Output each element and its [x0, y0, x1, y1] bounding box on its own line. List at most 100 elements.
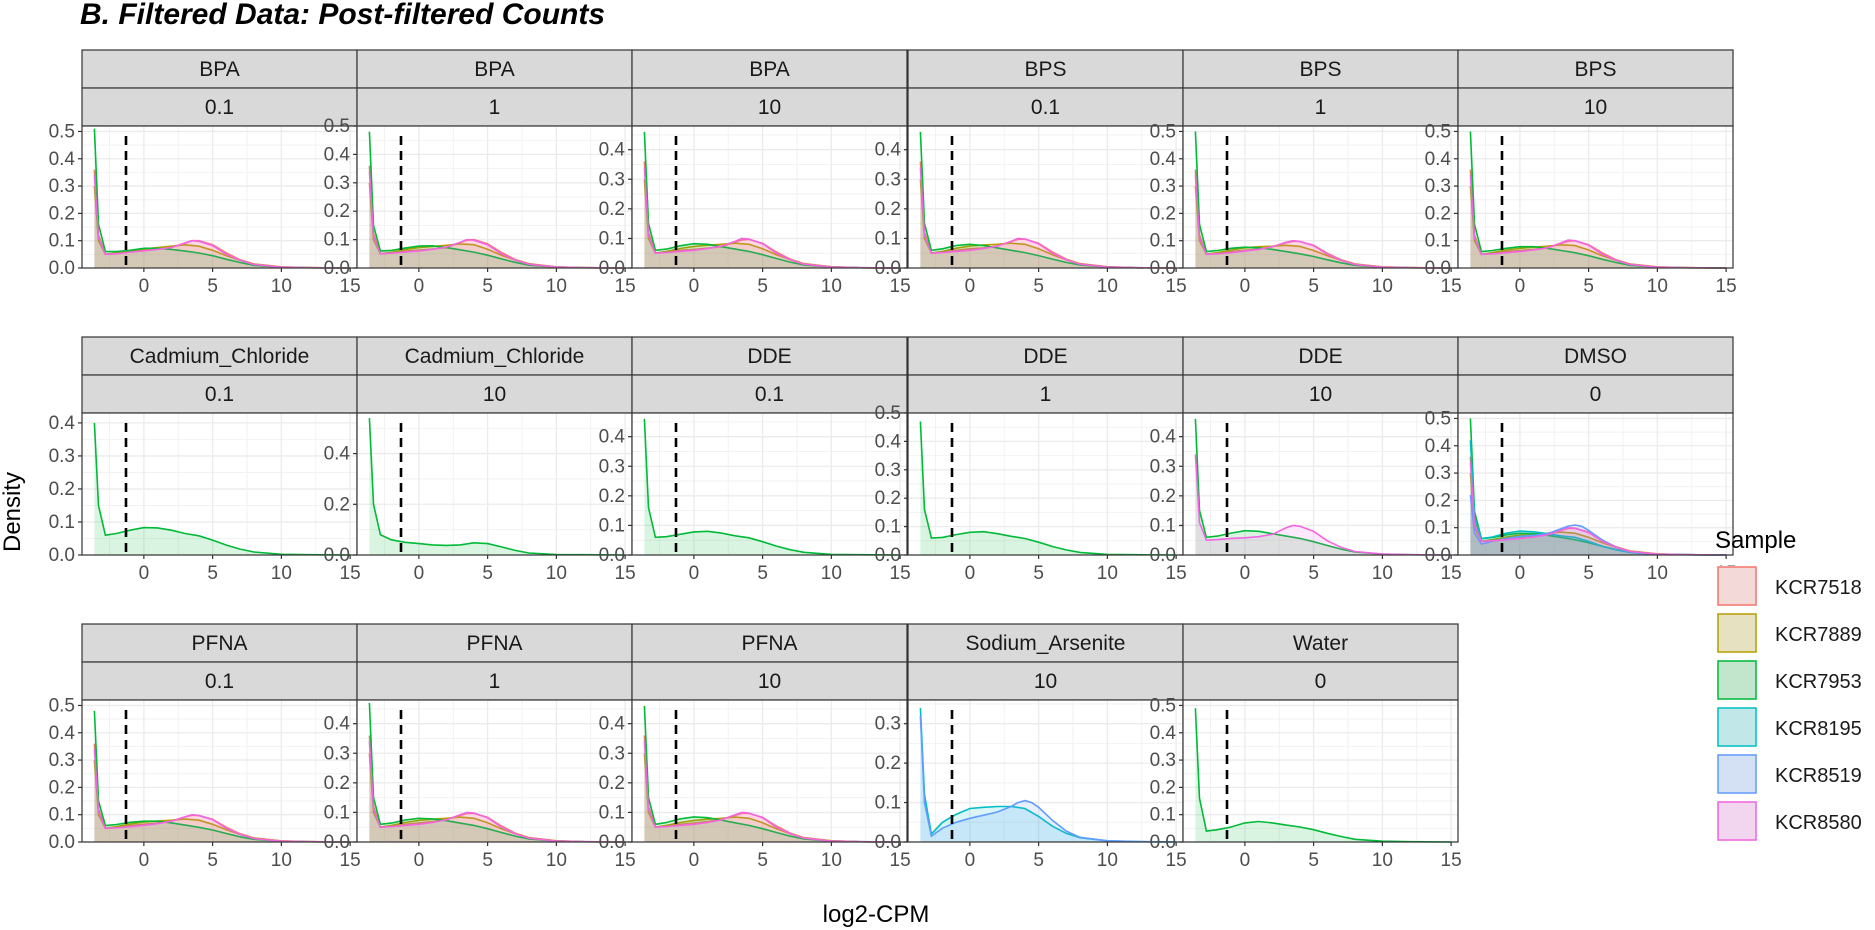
- y-tick-label: 0.4: [599, 140, 626, 161]
- y-tick-label: 0.0: [599, 545, 625, 566]
- y-tick-label: 0.1: [49, 231, 75, 252]
- facet-strip: [631, 661, 908, 701]
- y-tick-label: 0.4: [324, 714, 351, 735]
- y-tick-label: 0.0: [1150, 545, 1176, 566]
- y-tick-label: 0.3: [599, 169, 625, 190]
- facet-strip-label: 0.1: [755, 383, 784, 406]
- panel-grid: [357, 413, 632, 556]
- y-tick-label: 0.1: [49, 805, 75, 826]
- y-tick-label: 0.3: [324, 743, 350, 764]
- x-tick-label: 15: [890, 563, 911, 584]
- density-line: [368, 171, 626, 269]
- legend-key: [1717, 707, 1757, 747]
- legend-key-background: [1717, 754, 1757, 794]
- y-tick-label: 0.2: [49, 479, 75, 500]
- y-tick-label: 0.2: [1150, 777, 1176, 798]
- y-tick-label: 0.2: [1150, 486, 1176, 507]
- x-tick-label: 10: [1097, 850, 1118, 871]
- x-tick-label: 0: [965, 850, 976, 871]
- y-tick-label: 0.3: [1150, 456, 1176, 477]
- y-tick-label: 0.1: [599, 802, 625, 823]
- x-tick-label: 15: [1441, 276, 1462, 297]
- chart-title: B. Filtered Data: Post-filtered Counts: [80, 0, 605, 31]
- x-tick-label: 15: [1441, 850, 1462, 871]
- density-area: [1195, 131, 1452, 268]
- y-tick-label: 0.2: [875, 753, 901, 774]
- y-tick-label: 0.4: [599, 714, 626, 735]
- y-tick-label: 0.2: [875, 488, 901, 509]
- facet-strip: [631, 87, 908, 127]
- y-tick-label: 0.4: [1150, 723, 1177, 744]
- facet-strip-label: 0.1: [205, 670, 234, 693]
- density-area: [1470, 169, 1727, 268]
- facet-strip: [631, 374, 908, 414]
- density-area: [94, 422, 351, 555]
- y-tick-label: 0.1: [324, 230, 350, 251]
- facet-strip: [1182, 336, 1459, 376]
- y-tick-label: 0.2: [49, 203, 75, 224]
- facet-strip: [1457, 374, 1734, 414]
- y-tick-label: 0.5: [1425, 121, 1451, 142]
- density-area: [644, 131, 901, 268]
- facet-strip: [81, 336, 358, 376]
- x-tick-label: 0: [1240, 563, 1251, 584]
- panel-grid: [82, 126, 357, 269]
- density-line: [919, 715, 1177, 843]
- legend-key-background: [1717, 801, 1757, 841]
- facet-strip-label: BPA: [474, 58, 514, 81]
- x-tick-label: 5: [207, 276, 218, 297]
- y-tick-label: 0.2: [1425, 203, 1451, 224]
- y-tick-label: 0.0: [49, 545, 75, 566]
- panel-background: [1458, 413, 1733, 555]
- density-area: [644, 741, 901, 842]
- density-area: [369, 741, 626, 842]
- facet-strip: [356, 336, 633, 376]
- facet-strip-label: 0.1: [205, 96, 234, 119]
- density-line: [1194, 708, 1452, 843]
- density-area: [369, 131, 626, 268]
- facet-strip-label: 10: [1309, 383, 1332, 406]
- facet-strip: [356, 49, 633, 89]
- facet-strip: [1457, 49, 1734, 89]
- panel-border: [1457, 412, 1734, 556]
- legend-entries: KCR7518 KCR7889 KCR7953 KCR8195 KCR8519 KCR85…: [1717, 566, 1862, 841]
- facet-strip-label: PFNA: [741, 632, 797, 655]
- density-area: [644, 705, 901, 842]
- density-line: [93, 175, 351, 269]
- y-tick-label: 0.4: [49, 413, 76, 434]
- legend-key-background: [1717, 566, 1757, 606]
- y-tick-label: 0.3: [49, 750, 75, 771]
- facet-strip: [81, 87, 358, 127]
- y-tick-label: 0.2: [599, 486, 625, 507]
- facet-panel: Sodium_Arsenite 10 0.0 0.1 0.2 0.3 0 5 10 15: [875, 623, 1187, 871]
- y-tick-label: 0.0: [875, 832, 901, 853]
- density-area: [369, 735, 626, 842]
- facet-strip-label: 0.1: [1031, 96, 1060, 119]
- facet-strip-label: BPS: [1574, 58, 1616, 81]
- facet-strip: [907, 623, 1184, 663]
- y-tick-label: 0.0: [324, 258, 350, 279]
- facet-strip: [631, 623, 908, 663]
- x-tick-label: 0: [1515, 276, 1526, 297]
- legend-key-background: [1717, 660, 1757, 700]
- y-tick-label: 0.0: [1425, 258, 1451, 279]
- x-tick-label: 10: [1372, 850, 1393, 871]
- density-area: [644, 161, 901, 268]
- density-line: [1469, 175, 1727, 269]
- density-area: [920, 421, 1177, 555]
- facet-panel: PFNA 1 0.0 0.1 0.2 0.3 0.4 0 5 10 15: [324, 623, 636, 871]
- facet-strip-label: 1: [1040, 383, 1052, 406]
- x-tick-label: 10: [821, 850, 842, 871]
- facet-strip-label: DDE: [1023, 345, 1067, 368]
- panel-grid: [357, 700, 632, 843]
- density-area: [1470, 494, 1727, 555]
- legend-key: [1717, 566, 1757, 606]
- facet-panel: Water 0 0.0 0.1 0.2 0.3 0.4 0.5 0 5 10 15: [1150, 623, 1462, 871]
- facet-strip: [81, 661, 358, 701]
- facet-strip: [356, 374, 633, 414]
- y-tick-label: 0.5: [324, 116, 350, 137]
- facet-strip: [81, 374, 358, 414]
- density-line: [1194, 454, 1452, 556]
- legend-label: KCR7518: [1775, 577, 1862, 599]
